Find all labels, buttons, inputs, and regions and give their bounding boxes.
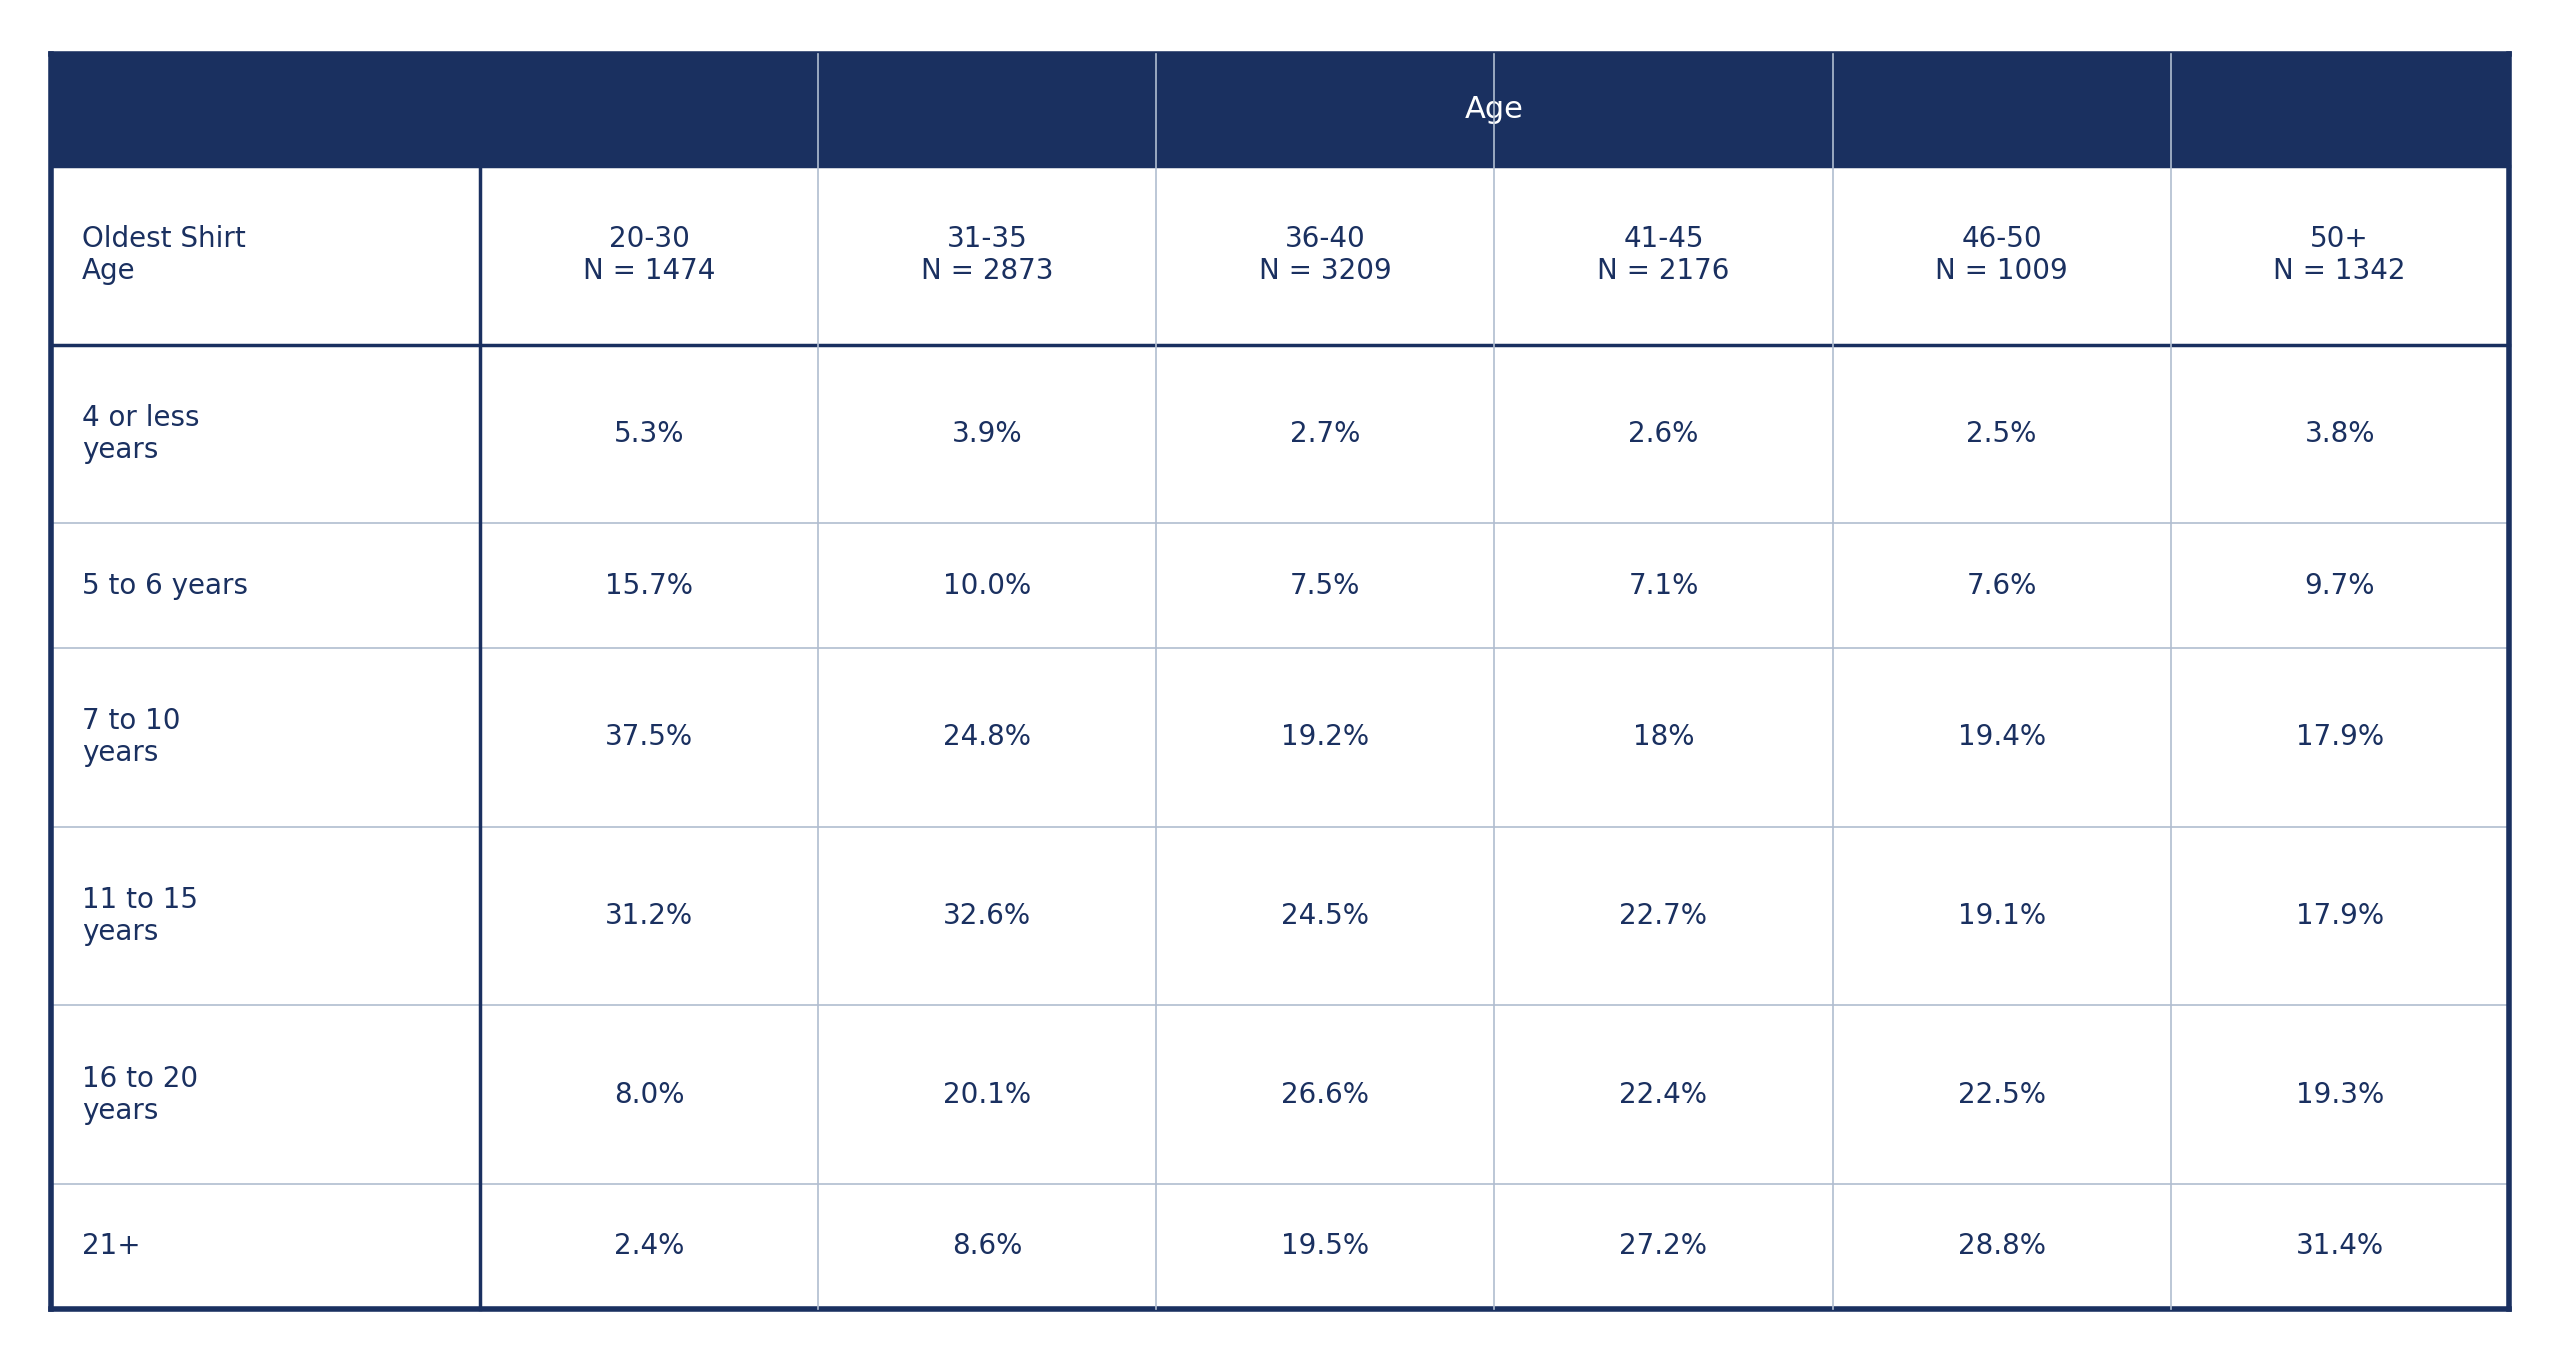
Text: 22.5%: 22.5% <box>1958 1081 2045 1109</box>
Polygon shape <box>51 54 2509 166</box>
Text: 19.3%: 19.3% <box>2296 1081 2383 1109</box>
Text: 2.7%: 2.7% <box>1290 420 1359 448</box>
Text: 3.9%: 3.9% <box>952 420 1021 448</box>
Text: 19.2%: 19.2% <box>1280 723 1370 751</box>
Text: 28.8%: 28.8% <box>1958 1233 2045 1260</box>
Text: 17.9%: 17.9% <box>2296 902 2383 929</box>
Text: 26.6%: 26.6% <box>1283 1081 1370 1109</box>
Text: 41-45
N = 2176: 41-45 N = 2176 <box>1597 225 1731 286</box>
Text: 31.2%: 31.2% <box>604 902 694 929</box>
Text: Oldest Shirt
Age: Oldest Shirt Age <box>82 225 246 286</box>
Text: 46-50
N = 1009: 46-50 N = 1009 <box>1935 225 2068 286</box>
Text: 5.3%: 5.3% <box>614 420 684 448</box>
Text: 8.6%: 8.6% <box>952 1233 1021 1260</box>
Text: 7.5%: 7.5% <box>1290 572 1359 600</box>
Text: 2.6%: 2.6% <box>1628 420 1700 448</box>
Text: 19.4%: 19.4% <box>1958 723 2045 751</box>
Text: 16 to 20
years: 16 to 20 years <box>82 1064 197 1125</box>
Text: 19.1%: 19.1% <box>1958 902 2045 929</box>
Text: 9.7%: 9.7% <box>2304 572 2376 600</box>
Text: 8.0%: 8.0% <box>614 1081 684 1109</box>
Text: 31-35
N = 2873: 31-35 N = 2873 <box>922 225 1055 286</box>
Text: 27.2%: 27.2% <box>1620 1233 1708 1260</box>
Text: 4 or less
years: 4 or less years <box>82 403 200 464</box>
Text: 50+
N = 1342: 50+ N = 1342 <box>2273 225 2406 286</box>
Text: Age: Age <box>1464 96 1523 124</box>
Text: 20.1%: 20.1% <box>942 1081 1032 1109</box>
Text: 31.4%: 31.4% <box>2296 1233 2383 1260</box>
Text: 19.5%: 19.5% <box>1280 1233 1370 1260</box>
Text: 11 to 15
years: 11 to 15 years <box>82 886 197 946</box>
Text: 2.4%: 2.4% <box>614 1233 684 1260</box>
Text: 32.6%: 32.6% <box>942 902 1032 929</box>
Text: 17.9%: 17.9% <box>2296 723 2383 751</box>
Text: 24.8%: 24.8% <box>942 723 1032 751</box>
Text: 24.5%: 24.5% <box>1283 902 1370 929</box>
Text: 2.5%: 2.5% <box>1966 420 2038 448</box>
Text: 21+: 21+ <box>82 1233 141 1260</box>
Text: 10.0%: 10.0% <box>942 572 1032 600</box>
Text: 7.6%: 7.6% <box>1966 572 2038 600</box>
Text: 3.8%: 3.8% <box>2304 420 2376 448</box>
Text: 37.5%: 37.5% <box>604 723 694 751</box>
Text: 18%: 18% <box>1633 723 1695 751</box>
Text: 7.1%: 7.1% <box>1628 572 1700 600</box>
Text: 5 to 6 years: 5 to 6 years <box>82 572 248 600</box>
Text: 20-30
N = 1474: 20-30 N = 1474 <box>584 225 714 286</box>
Text: 22.7%: 22.7% <box>1620 902 1708 929</box>
Text: 22.4%: 22.4% <box>1620 1081 1708 1109</box>
Text: 36-40
N = 3209: 36-40 N = 3209 <box>1260 225 1393 286</box>
Text: 7 to 10
years: 7 to 10 years <box>82 707 179 768</box>
Text: 15.7%: 15.7% <box>604 572 694 600</box>
